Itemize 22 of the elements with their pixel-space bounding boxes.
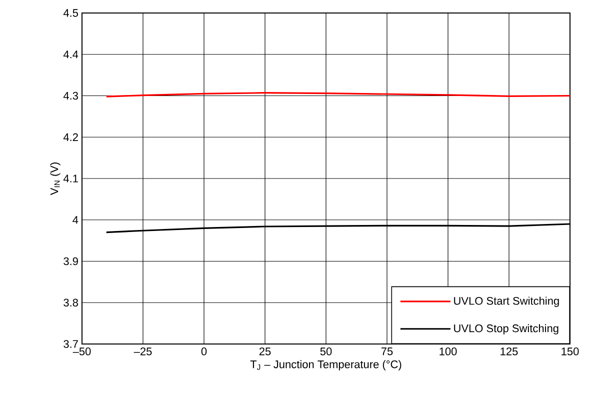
y-tick-label: 4.3 (63, 92, 78, 100)
x-tick-label: 150 (562, 348, 579, 356)
y-tick-label: 4.2 (63, 133, 78, 141)
x-tick-label: 50 (320, 348, 332, 356)
y-tick-label: 4.4 (63, 50, 78, 58)
x-tick-label: 100 (440, 348, 457, 356)
x-tick-label: 25 (259, 348, 271, 356)
y-tick-label: 3.8 (64, 298, 78, 307)
y-tick-label: 4.5 (63, 9, 78, 17)
y-axis-title: V$_{IN}$ (V) (50, 162, 60, 196)
x-axis-title: T$_{J}$ – Junction Temperature (°C) (250, 360, 402, 370)
y-tick-label: 4.1 (63, 174, 78, 182)
x-tick-label: 0 (201, 348, 207, 356)
x-tick-label: –50 (72, 348, 91, 356)
legend-label: UVLO Stop Switching (454, 324, 558, 334)
x-tick-label: 75 (381, 348, 393, 356)
x-tick-label: 125 (500, 348, 518, 356)
y-tick-label: 3.9 (64, 257, 78, 266)
legend-label: UVLO Start Switching (454, 296, 559, 307)
y-tick-label: 4 (72, 216, 78, 224)
y-tick-label: 3.7 (64, 340, 78, 348)
x-tick-label: –25 (134, 348, 152, 356)
